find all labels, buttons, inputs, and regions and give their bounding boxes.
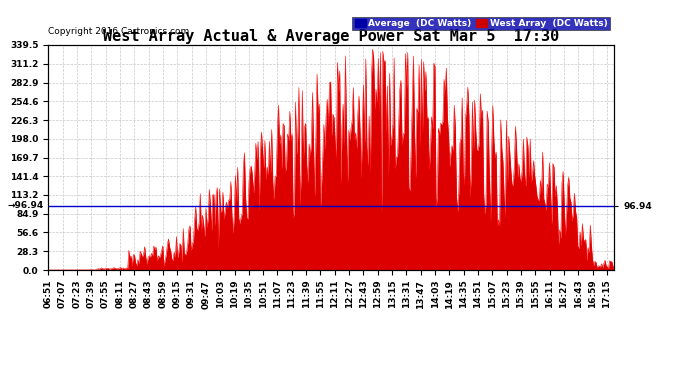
Title: West Array Actual & Average Power Sat Mar 5  17:30: West Array Actual & Average Power Sat Ma… xyxy=(103,29,560,44)
Text: Copyright 2016 Cartronics.com: Copyright 2016 Cartronics.com xyxy=(48,27,190,36)
Text: →96.94: →96.94 xyxy=(8,201,44,210)
Legend: Average  (DC Watts), West Array  (DC Watts): Average (DC Watts), West Array (DC Watts… xyxy=(353,17,609,30)
